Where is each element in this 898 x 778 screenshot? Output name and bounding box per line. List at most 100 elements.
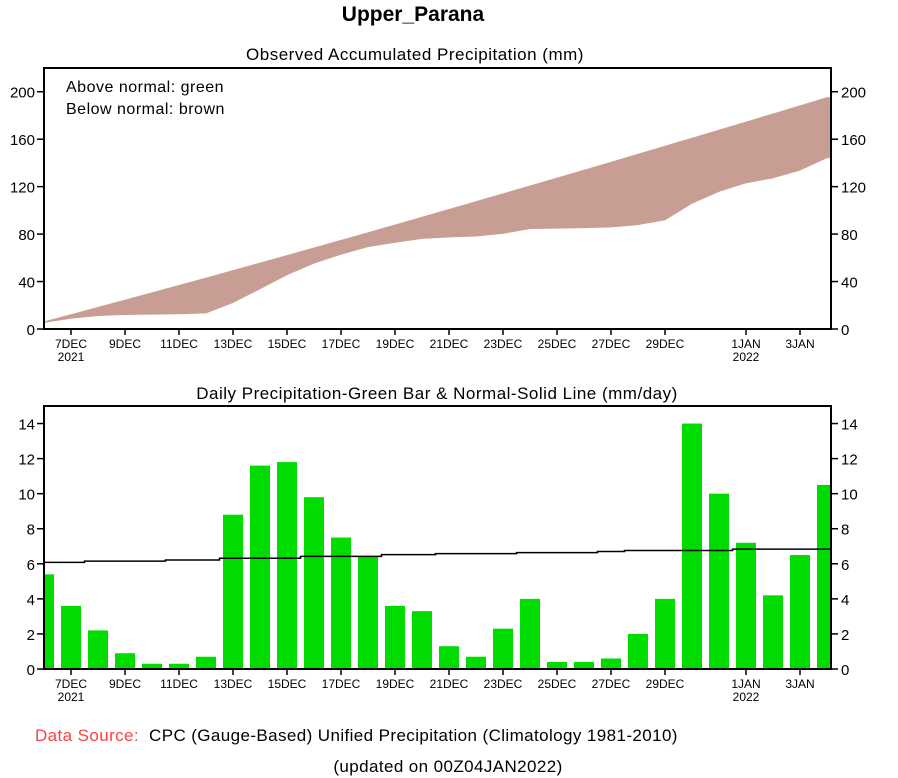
daily-bar — [736, 542, 756, 669]
below-normal-area — [205, 270, 234, 314]
below-normal-area — [664, 137, 693, 221]
top-ytick-label-right: 0 — [841, 322, 849, 339]
top-xtick-label: 3JAN — [785, 337, 814, 351]
top-xtick-label: 23DEC — [484, 337, 523, 351]
below-normal-area — [97, 299, 126, 317]
below-normal-area — [448, 201, 477, 238]
daily-bar — [601, 658, 621, 669]
daily-bar — [304, 497, 324, 669]
below-normal-area — [637, 145, 666, 226]
daily-bar — [142, 663, 162, 669]
bottom-ytick-label-right: 12 — [841, 452, 858, 469]
bottom-xtick-label: 9DEC — [109, 677, 141, 691]
bottom-ytick-label-left: 8 — [27, 522, 35, 539]
bottom-xtick-label: 3JAN — [785, 677, 814, 691]
top-plot-frame — [43, 67, 832, 330]
top-xtick-label: 7DEC — [55, 337, 87, 351]
below-normal-area — [232, 262, 261, 304]
top-ytick-label-left: 80 — [18, 227, 35, 244]
daily-bar — [115, 653, 135, 669]
below-normal-area — [259, 255, 288, 290]
source-label: Data Source: — [35, 726, 139, 745]
top-xtick-label: 17DEC — [322, 337, 361, 351]
daily-bar — [493, 628, 513, 669]
daily-bar — [520, 598, 540, 669]
bottom-ytick-label-left: 2 — [27, 627, 35, 644]
bottom-xtick-label: 23DEC — [484, 677, 523, 691]
top-xtick-year: 2021 — [58, 350, 85, 364]
below-normal-area — [583, 161, 612, 229]
top-ytick-label-left: 160 — [10, 132, 35, 149]
bottom-ytick-label-left: 12 — [18, 452, 35, 469]
top-xtick-label: 21DEC — [430, 337, 469, 351]
top-ytick-label-right: 40 — [841, 275, 858, 292]
bottom-xtick-label: 15DEC — [268, 677, 307, 691]
bottom-xtick-label: 17DEC — [322, 677, 361, 691]
bottom-ytick-label-left: 14 — [18, 417, 35, 434]
daily-bar — [250, 465, 270, 669]
footer-source: Data Source: CPC (Gauge-Based) Unified Pr… — [35, 726, 678, 745]
daily-bar — [331, 537, 351, 669]
top-xtick-label: 1JAN — [731, 337, 760, 351]
top-chart-title: Observed Accumulated Precipitation (mm) — [246, 45, 584, 64]
below-normal-area — [286, 247, 315, 276]
below-normal-area — [367, 224, 396, 248]
source-text: CPC (Gauge-Based) Unified Precipitation … — [149, 726, 678, 745]
top-xtick-label: 13DEC — [214, 337, 253, 351]
bottom-ytick-label-right: 0 — [841, 662, 849, 679]
bottom-xtick-year: 2021 — [58, 690, 85, 704]
bottom-ytick-label-left: 6 — [27, 557, 35, 574]
bottom-xtick-label: 7DEC — [55, 677, 87, 691]
below-normal-area — [718, 121, 747, 192]
daily-bar — [574, 661, 594, 669]
daily-bar — [61, 605, 81, 669]
below-normal-area — [799, 97, 828, 171]
legend-below: Below normal: brown — [66, 101, 225, 118]
top-ytick-label-right: 160 — [841, 132, 866, 149]
daily-bar — [169, 663, 189, 669]
daily-bar — [44, 574, 54, 669]
bottom-plot-frame — [43, 405, 832, 670]
top-xtick-label: 11DEC — [160, 337, 198, 351]
below-normal-area — [772, 105, 801, 179]
bottom-ytick-label-left: 0 — [27, 662, 35, 679]
daily-bar — [223, 514, 243, 669]
daily-bar — [682, 423, 702, 669]
daily-bar — [466, 656, 486, 669]
bottom-ytick-label-right: 8 — [841, 522, 849, 539]
bottom-ytick-label-right: 2 — [841, 627, 849, 644]
below-normal-area — [43, 314, 72, 323]
below-normal-area — [745, 113, 774, 184]
below-normal-area — [340, 232, 369, 255]
bottom-xtick-label: 1JAN — [731, 677, 760, 691]
bottom-xtick-label: 11DEC — [160, 677, 198, 691]
daily-bar — [385, 605, 405, 669]
figure-title: Upper_Parana — [342, 3, 485, 26]
daily-bar — [709, 493, 729, 669]
top-xtick-label: 15DEC — [268, 337, 307, 351]
top-xtick-year: 2022 — [733, 350, 760, 364]
top-ytick-label-right: 80 — [841, 227, 858, 244]
top-ytick-label-right: 120 — [841, 180, 866, 197]
bars-group — [44, 423, 831, 669]
daily-bar — [277, 462, 297, 669]
top-xtick-label: 19DEC — [376, 337, 415, 351]
bottom-xtick-label: 13DEC — [214, 677, 253, 691]
legend-above: Above normal: green — [66, 79, 224, 96]
top-ytick-label-left: 200 — [10, 85, 35, 102]
bottom-ytick-label-right: 6 — [841, 557, 849, 574]
bottom-xtick-year: 2022 — [733, 690, 760, 704]
daily-bar — [196, 656, 216, 669]
daily-bar — [763, 595, 783, 669]
bottom-ytick-label-right: 10 — [841, 487, 858, 504]
below-normal-area — [502, 185, 531, 234]
bottom-ytick-label-left: 10 — [18, 487, 35, 504]
below-normal-area — [313, 239, 342, 264]
bottom-ytick-label-left: 4 — [27, 592, 35, 609]
daily-bar — [358, 556, 378, 669]
daily-bar — [412, 611, 432, 669]
top-xtick-label: 29DEC — [646, 337, 685, 351]
